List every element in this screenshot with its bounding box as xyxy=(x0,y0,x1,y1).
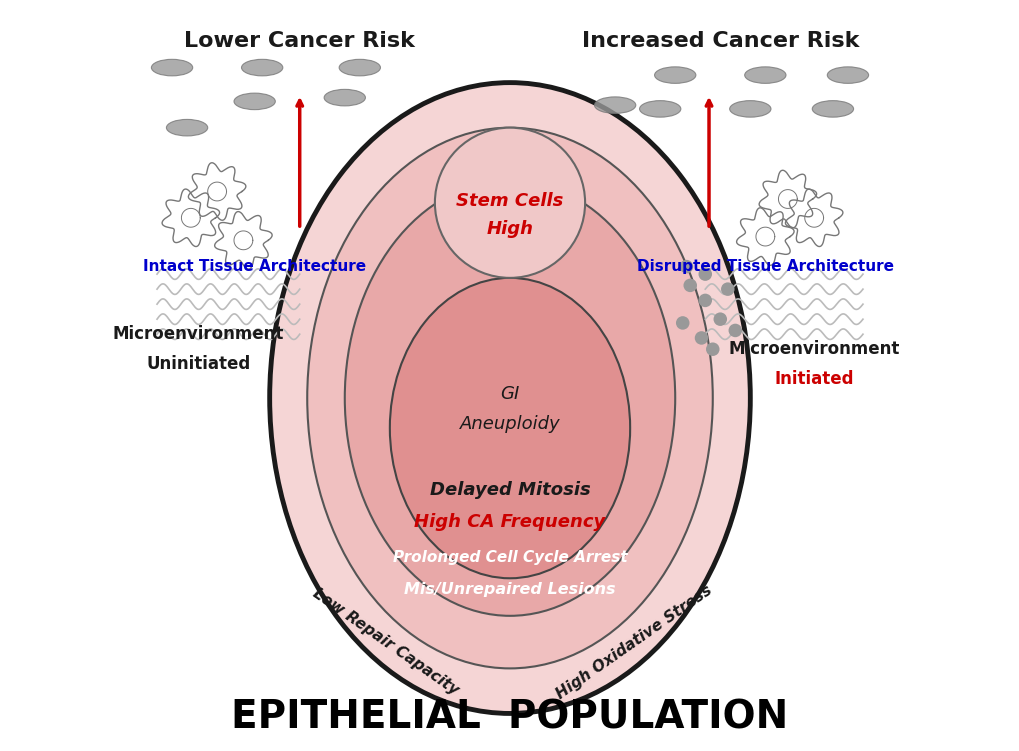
Ellipse shape xyxy=(307,128,712,668)
Ellipse shape xyxy=(811,101,853,117)
Ellipse shape xyxy=(679,260,693,273)
Text: High CA Frequency: High CA Frequency xyxy=(414,513,605,531)
Text: Uninitiated: Uninitiated xyxy=(146,355,251,373)
Ellipse shape xyxy=(744,67,786,83)
Ellipse shape xyxy=(166,119,208,136)
Ellipse shape xyxy=(729,101,770,117)
Ellipse shape xyxy=(242,59,282,76)
Text: Increased Cancer Risk: Increased Cancer Risk xyxy=(581,32,858,51)
Text: GI: GI xyxy=(500,385,519,403)
Ellipse shape xyxy=(698,267,711,281)
Text: Microenvironment: Microenvironment xyxy=(728,340,899,358)
Text: Mis/Unrepaired Lesions: Mis/Unrepaired Lesions xyxy=(404,582,615,597)
Ellipse shape xyxy=(639,101,681,117)
Text: High: High xyxy=(486,220,533,238)
Text: Stem Cells: Stem Cells xyxy=(455,192,564,210)
Ellipse shape xyxy=(676,316,689,330)
Ellipse shape xyxy=(698,294,711,307)
Ellipse shape xyxy=(720,282,734,296)
Ellipse shape xyxy=(338,59,380,76)
Ellipse shape xyxy=(705,342,718,356)
Ellipse shape xyxy=(713,312,727,326)
Ellipse shape xyxy=(683,279,696,292)
Text: High Oxidative Stress: High Oxidative Stress xyxy=(552,583,714,701)
Ellipse shape xyxy=(151,59,193,76)
Ellipse shape xyxy=(233,93,275,110)
Text: EPITHELIAL  POPULATION: EPITHELIAL POPULATION xyxy=(231,698,788,736)
Ellipse shape xyxy=(269,83,750,713)
Text: Low Repair Capacity: Low Repair Capacity xyxy=(310,586,462,698)
Text: Initiated: Initiated xyxy=(773,370,853,388)
Ellipse shape xyxy=(594,97,635,113)
Text: Prolonged Cell Cycle Arrest: Prolonged Cell Cycle Arrest xyxy=(392,550,627,565)
Text: Delayed Mitosis: Delayed Mitosis xyxy=(429,481,590,499)
Ellipse shape xyxy=(654,67,695,83)
Ellipse shape xyxy=(344,180,675,616)
Text: Lower Cancer Risk: Lower Cancer Risk xyxy=(184,32,415,51)
Ellipse shape xyxy=(434,128,585,278)
Ellipse shape xyxy=(826,67,868,83)
Text: Intact Tissue Architecture: Intact Tissue Architecture xyxy=(143,259,366,274)
Text: Disrupted Tissue Architecture: Disrupted Tissue Architecture xyxy=(636,259,893,274)
Text: Microenvironment: Microenvironment xyxy=(112,325,283,343)
Ellipse shape xyxy=(389,278,630,578)
Ellipse shape xyxy=(728,324,742,337)
Ellipse shape xyxy=(694,331,707,345)
Text: Aneuploidy: Aneuploidy xyxy=(460,415,559,433)
Ellipse shape xyxy=(324,89,365,106)
